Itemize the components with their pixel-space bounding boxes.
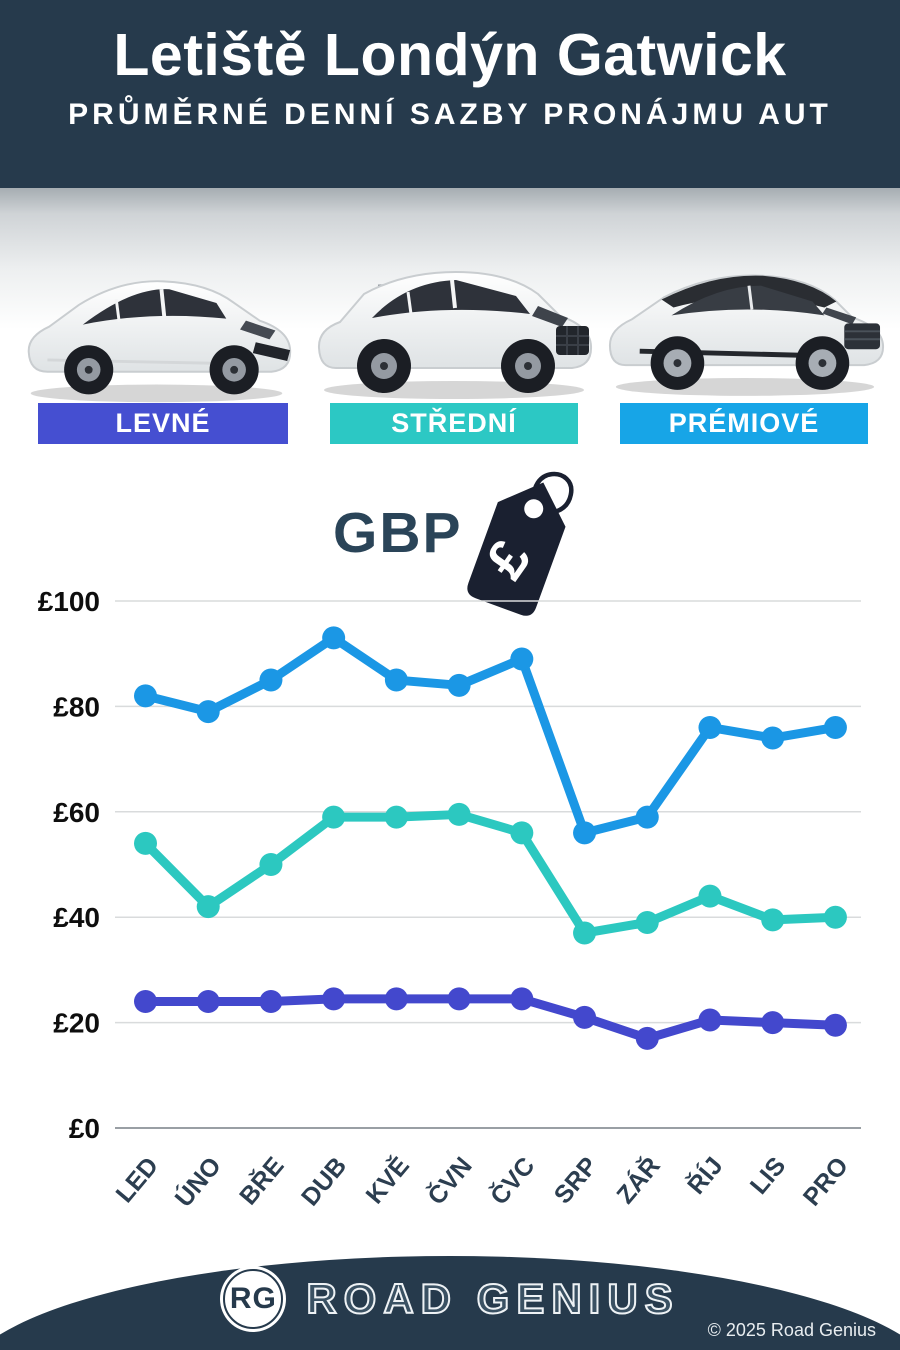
svg-text:LIS: LIS xyxy=(745,1152,791,1200)
svg-text:ÚNO: ÚNO xyxy=(168,1151,227,1213)
svg-text:£40: £40 xyxy=(53,902,100,933)
svg-text:BŘE: BŘE xyxy=(233,1151,290,1211)
svg-text:SRP: SRP xyxy=(549,1152,603,1209)
premium-car-image xyxy=(608,274,885,396)
svg-text:ZÁŘ: ZÁŘ xyxy=(610,1151,666,1210)
svg-text:£60: £60 xyxy=(53,797,100,828)
category-label-economy-text: LEVNÉ xyxy=(115,408,211,438)
svg-text:PRO: PRO xyxy=(798,1152,854,1212)
price-tag-icon: £ xyxy=(467,471,574,616)
svg-text:£100: £100 xyxy=(38,586,100,617)
category-label-premium-text: PRÉMIOVÉ xyxy=(668,408,820,438)
copyright-text: © 2025 Road Genius xyxy=(707,1320,876,1340)
svg-text:£80: £80 xyxy=(53,691,100,722)
svg-text:ŘÍJ: ŘÍJ xyxy=(681,1151,729,1200)
svg-text:£20: £20 xyxy=(53,1008,100,1039)
svg-text:KVĚ: KVĚ xyxy=(359,1151,415,1210)
svg-text:ČVN: ČVN xyxy=(421,1151,478,1211)
brand-name: ROAD GENIUS xyxy=(305,1275,680,1322)
svg-text:LED: LED xyxy=(111,1152,165,1208)
brand-logo-initials: RG xyxy=(229,1282,277,1315)
category-label-economy: LEVNÉ xyxy=(38,403,288,444)
rates-line-chart: £0 £20 £40 £60 £80 £100 LED ÚNO BŘE DUB KVĚ ČVN ČVC S… xyxy=(38,586,861,1213)
category-label-midsize: STŘEDNÍ xyxy=(330,403,578,444)
brand-logo-badge: RG xyxy=(220,1266,287,1332)
svg-text:£0: £0 xyxy=(69,1113,100,1144)
svg-text:DUB: DUB xyxy=(296,1152,352,1211)
footer-brand-row: RG ROAD GENIUS xyxy=(0,1266,900,1332)
midsize-car-image xyxy=(317,270,593,399)
currency-code: GBP xyxy=(333,501,463,565)
page-subtitle: PRŮMĚRNÉ DENNÍ SAZBY PRONÁJMU AUT xyxy=(68,98,832,131)
category-label-premium: PRÉMIOVÉ xyxy=(620,403,868,444)
economy-car-image xyxy=(27,280,292,403)
category-label-midsize-text: STŘEDNÍ xyxy=(391,408,517,438)
svg-text:ČVC: ČVC xyxy=(483,1151,540,1211)
header-banner: Letiště Londýn Gatwick PRŮMĚRNÉ DENNÍ SA… xyxy=(0,0,900,188)
page-title: Letiště Londýn Gatwick xyxy=(113,22,787,88)
brand-logo-ring xyxy=(223,1269,284,1329)
